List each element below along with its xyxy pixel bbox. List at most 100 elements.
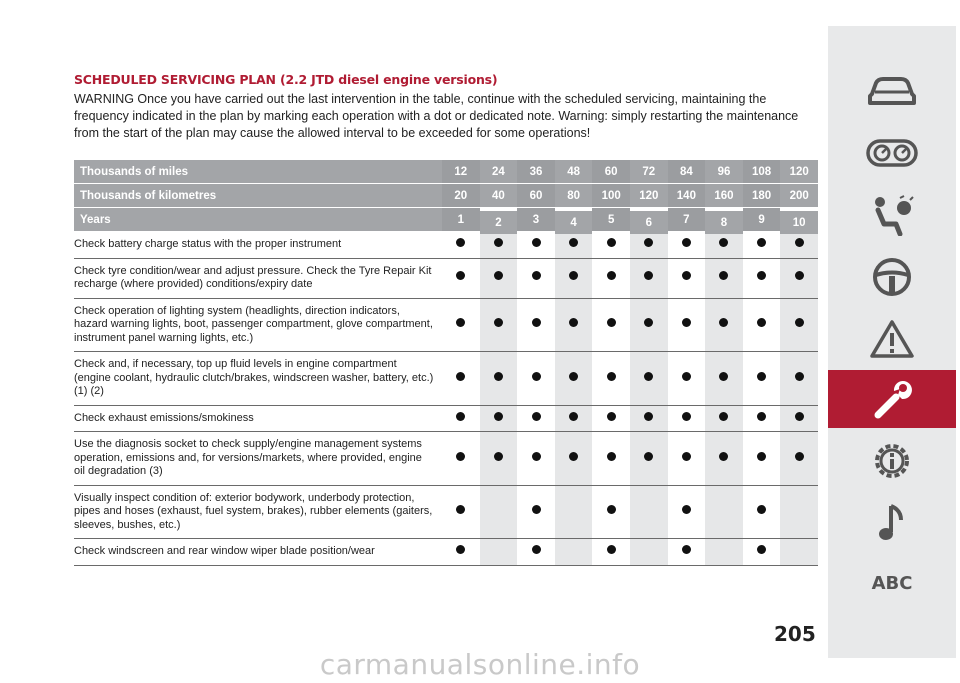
interval-cell: [629, 431, 668, 486]
sidebar-item-index[interactable]: ABC: [828, 554, 956, 612]
interval-cell: [742, 298, 781, 352]
interval-cell: [592, 231, 630, 259]
service-dot: [757, 545, 767, 554]
interval-cell: [592, 298, 630, 352]
interval-cell: [479, 538, 518, 566]
interval-cell: [629, 258, 668, 299]
watermark: carmanualsonline.info: [319, 648, 641, 681]
interval-cell: [517, 431, 555, 486]
interval-cell: [780, 431, 818, 486]
interval-cell: [479, 405, 518, 432]
service-dot: [531, 451, 541, 461]
service-dot: [531, 545, 541, 554]
service-dot: [531, 271, 541, 281]
interval-cell: [554, 538, 593, 566]
service-dot: [493, 271, 503, 281]
interval-cell: [479, 258, 518, 299]
page-number: 205: [774, 622, 816, 646]
service-dot: [606, 505, 616, 514]
service-dot: [531, 411, 541, 421]
service-dot: [456, 238, 466, 247]
header-row-miles: Thousands of miles 12 24 36 48 60 72 84 96 108 120: [74, 160, 818, 184]
service-dot: [456, 545, 466, 554]
interval-cell: [705, 351, 743, 406]
sidebar-item-driving[interactable]: [828, 248, 956, 306]
steering-wheel-icon: [873, 258, 911, 296]
warning-triangle-icon: [870, 320, 914, 358]
header-interval-value: 12: [442, 160, 480, 184]
header-interval-value: 180: [742, 183, 781, 208]
service-dot: [757, 238, 767, 247]
service-dot: [757, 505, 767, 514]
interval-cell: [554, 405, 593, 432]
interval-cell: [592, 431, 630, 486]
sidebar-item-instruments[interactable]: [828, 124, 956, 182]
interval-cell: [442, 405, 480, 432]
service-dot: [794, 238, 804, 247]
header-interval-value: 72: [629, 160, 668, 184]
interval-cell: [705, 431, 743, 486]
interval-cell: [442, 431, 480, 486]
section-heading: SCHEDULED SERVICING PLAN (2.2 JTD diesel…: [74, 72, 498, 87]
service-dot: [794, 451, 804, 461]
interval-cell: [479, 231, 518, 259]
interval-cell: [667, 485, 706, 539]
interval-cell: [629, 298, 668, 352]
sidebar-item-car[interactable]: [828, 62, 956, 120]
table-row: Check windscreen and rear window wiper b…: [74, 538, 818, 566]
service-dot: [719, 451, 729, 461]
header-interval-value: 60: [592, 160, 630, 184]
interval-cell: [442, 351, 480, 406]
header-interval-value: 5: [592, 207, 630, 232]
interval-cell: [780, 298, 818, 352]
header-interval-value: 48: [554, 160, 593, 184]
service-dot: [681, 238, 691, 247]
service-dot: [719, 318, 729, 327]
header-interval-value: 9: [742, 207, 781, 232]
service-dot: [606, 451, 616, 461]
interval-cell: [705, 231, 743, 259]
table-row: Check exhaust emissions/smokiness: [74, 405, 818, 432]
interval-cell: [742, 538, 781, 566]
service-dot: [719, 238, 729, 247]
table-row: Use the diagnosis socket to check supply…: [74, 431, 818, 486]
interval-cell: [517, 298, 555, 352]
interval-cell: [592, 405, 630, 432]
wrench-icon: [874, 381, 912, 419]
table-row: Check and, if necessary, top up fluid le…: [74, 351, 818, 406]
interval-cell: [517, 405, 555, 432]
header-interval-value: 20: [442, 183, 480, 208]
dashboard-gauges-icon: [866, 139, 918, 167]
interval-cell: [592, 258, 630, 299]
service-dot: [794, 371, 804, 381]
service-dot: [456, 318, 466, 327]
sidebar-item-technical-data[interactable]: [828, 432, 956, 490]
service-dot: [757, 271, 767, 281]
operation-description: Check exhaust emissions/smokiness: [74, 405, 443, 432]
interval-cell: [780, 538, 818, 566]
table-row: Visually inspect condition of: exterior …: [74, 485, 818, 539]
service-dot: [531, 318, 541, 327]
header-label: Years: [74, 207, 443, 232]
service-dot: [569, 271, 579, 281]
service-dot: [757, 411, 767, 421]
interval-cell: [554, 231, 593, 259]
interval-cell: [629, 351, 668, 406]
sidebar-item-multimedia[interactable]: [828, 494, 956, 552]
page-content: SCHEDULED SERVICING PLAN (2.2 JTD diesel…: [74, 72, 818, 142]
service-dot: [644, 238, 654, 247]
table-row: Check operation of lighting system (head…: [74, 298, 818, 352]
service-dot: [719, 271, 729, 281]
service-dot: [569, 238, 579, 247]
service-dot: [644, 451, 654, 461]
sidebar-item-maintenance[interactable]: [828, 370, 956, 428]
operation-description: Check tyre condition/wear and adjust pre…: [74, 258, 443, 299]
interval-cell: [442, 231, 480, 259]
interval-cell: [517, 538, 555, 566]
service-dot: [757, 318, 767, 327]
interval-cell: [517, 231, 555, 259]
sidebar-item-emergency[interactable]: [828, 310, 956, 368]
sidebar-item-safety[interactable]: [828, 186, 956, 244]
interval-cell: [742, 351, 781, 406]
service-dot: [531, 238, 541, 247]
